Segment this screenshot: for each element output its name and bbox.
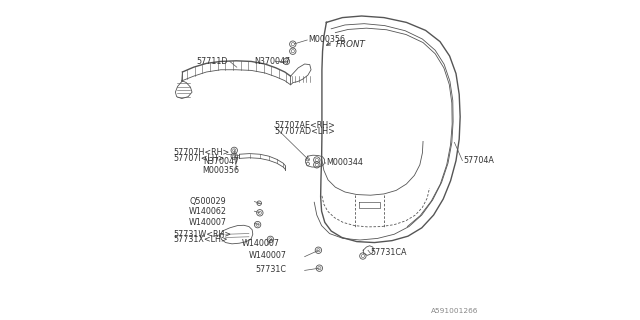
Text: W140062: W140062 [189,207,227,216]
Text: M000356: M000356 [308,36,345,44]
Text: 57704A: 57704A [463,156,494,165]
Text: 57731CA: 57731CA [371,248,407,257]
Text: M000344: M000344 [326,158,364,167]
Text: Q500029: Q500029 [190,197,227,206]
Text: W140007: W140007 [189,218,227,227]
Text: 57707H<RH>: 57707H<RH> [173,148,230,157]
Text: M000356: M000356 [202,166,239,175]
Text: 57731C: 57731C [255,265,287,274]
Text: W140007: W140007 [242,239,280,248]
Text: 57731W<RH>: 57731W<RH> [173,230,232,239]
Text: 57707AD<LH>: 57707AD<LH> [275,127,335,136]
Text: A591001266: A591001266 [431,308,479,314]
Text: N370047: N370047 [254,57,290,66]
Text: N370047: N370047 [204,157,239,166]
Text: 57711D: 57711D [196,57,228,66]
Text: W140007: W140007 [248,252,287,260]
Text: 57731X<LH>: 57731X<LH> [173,236,228,244]
Text: 57707AE<RH>: 57707AE<RH> [275,121,335,130]
Text: 57707I<LH>: 57707I<LH> [173,154,225,163]
Text: FRONT: FRONT [335,40,365,49]
